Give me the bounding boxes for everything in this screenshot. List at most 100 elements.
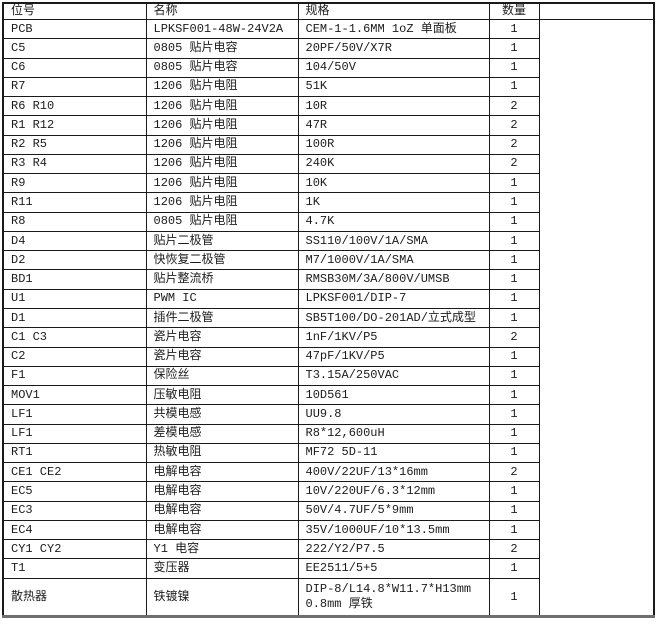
table-row: 散热器 铁镀镍 DIP-8/L14.8*W11.7*H13mm 0.8mm 厚铁 1 xyxy=(2,578,654,617)
cell-quantity: 2 xyxy=(488,96,540,117)
cell-position: RT1 xyxy=(2,442,147,464)
cell-spec: 1K xyxy=(297,192,490,213)
cell-quantity: 1 xyxy=(488,423,540,444)
cell-position: R7 xyxy=(2,76,147,98)
cell-spec: 47pF/1KV/P5 xyxy=(297,346,490,367)
cell-position: EC3 xyxy=(2,500,147,521)
cell-spec: 10D561 xyxy=(297,385,490,406)
header-row: 位号 名称 规格 数量 xyxy=(2,2,654,20)
cell-spec: 400V/22UF/13*16mm xyxy=(297,462,490,483)
cell-position: D2 xyxy=(2,250,147,271)
cell-quantity: 2 xyxy=(488,539,540,560)
cell-quantity: 1 xyxy=(488,18,540,40)
empty-right-cell xyxy=(538,19,655,617)
cell-name: LPKSF001-48W-24V2A xyxy=(145,18,299,40)
cell-spec: 51K xyxy=(297,76,490,98)
cell-spec: EE2511/5+5 xyxy=(297,558,490,579)
cell-name: 电解电容 xyxy=(145,481,299,502)
cell-name: 0805 贴片电容 xyxy=(145,38,299,59)
cell-name: 1206 贴片电阻 xyxy=(145,192,299,213)
cell-quantity: 1 xyxy=(488,173,540,194)
cell-spec: RMSB30M/3A/800V/UMSB xyxy=(297,269,490,290)
cell-quantity: 2 xyxy=(488,115,540,136)
cell-position: C5 xyxy=(2,38,147,59)
table-row: D4 贴片二极管 SS110/100V/1A/SMA 1 xyxy=(2,230,654,252)
cell-name: 电解电容 xyxy=(145,500,299,521)
cell-spec: 47R xyxy=(297,115,490,136)
cell-quantity: 1 xyxy=(488,38,540,59)
cell-name: 快恢复二极管 xyxy=(145,250,299,271)
header-cell-position: 位号 xyxy=(2,2,147,20)
cell-name: 1206 贴片电阻 xyxy=(145,134,299,155)
cell-name: Y1 电容 xyxy=(145,539,299,560)
cell-spec: SS110/100V/1A/SMA xyxy=(297,230,490,252)
cell-spec: T3.15A/250VAC xyxy=(297,365,490,387)
cell-position: LF1 xyxy=(2,404,147,425)
cell-quantity: 1 xyxy=(488,442,540,464)
cell-name: 1206 贴片电阻 xyxy=(145,173,299,194)
cell-spec: 4.7K xyxy=(297,211,490,232)
cell-name: 热敏电阻 xyxy=(145,442,299,464)
header-cell-spec: 规格 xyxy=(297,2,490,20)
cell-quantity: 1 xyxy=(488,211,540,232)
header-cell-quantity: 数量 xyxy=(488,2,540,20)
cell-quantity: 1 xyxy=(488,578,540,617)
cell-quantity: 1 xyxy=(488,307,540,329)
cell-spec: 20PF/50V/X7R xyxy=(297,38,490,59)
cell-name: 差模电感 xyxy=(145,423,299,444)
cell-name: 0805 贴片电容 xyxy=(145,57,299,78)
cell-quantity: 2 xyxy=(488,327,540,348)
cell-name: 铁镀镍 xyxy=(145,578,299,617)
cell-spec: 1nF/1KV/P5 xyxy=(297,327,490,348)
cell-quantity: 1 xyxy=(488,365,540,387)
cell-quantity: 1 xyxy=(488,288,540,309)
cell-quantity: 1 xyxy=(488,250,540,271)
cell-spec: 100R xyxy=(297,134,490,155)
cell-spec: MF72 5D-11 xyxy=(297,442,490,464)
cell-name: 瓷片电容 xyxy=(145,327,299,348)
cell-name: 电解电容 xyxy=(145,519,299,541)
table-row: D1 插件二极管 SB5T100/DO-201AD/立式成型 1 xyxy=(2,307,654,329)
cell-position: LF1 xyxy=(2,423,147,444)
cell-quantity: 1 xyxy=(488,404,540,425)
cell-name: 压敏电阻 xyxy=(145,385,299,406)
cell-position: C2 xyxy=(2,346,147,367)
cell-name: 保险丝 xyxy=(145,365,299,387)
cell-quantity: 2 xyxy=(488,134,540,155)
cell-spec: 104/50V xyxy=(297,57,490,78)
cell-position: F1 xyxy=(2,365,147,387)
cell-quantity: 2 xyxy=(488,153,540,175)
cell-name: 共模电感 xyxy=(145,404,299,425)
cell-name: 1206 贴片电阻 xyxy=(145,96,299,117)
table-row: EC5 电解电容 10V/220UF/6.3*12mm 1 xyxy=(2,481,654,502)
cell-name: 1206 贴片电阻 xyxy=(145,76,299,98)
table-row: EC3 电解电容 50V/4.7UF/5*9mm 1 xyxy=(2,500,654,521)
cell-position: R11 xyxy=(2,192,147,213)
cell-spec: 10V/220UF/6.3*12mm xyxy=(297,481,490,502)
cell-position: EC4 xyxy=(2,519,147,541)
cell-quantity: 2 xyxy=(488,462,540,483)
cell-quantity: 1 xyxy=(488,346,540,367)
cell-name: PWM IC xyxy=(145,288,299,309)
cell-name: 0805 贴片电阻 xyxy=(145,211,299,232)
table-row: EC4 电解电容 35V/1000UF/10*13.5mm 1 xyxy=(2,519,654,541)
cell-position: U1 xyxy=(2,288,147,309)
table-row: R11 1206 贴片电阻 1K 1 xyxy=(2,192,654,213)
cell-position: R3 R4 xyxy=(2,153,147,175)
cell-spec: SB5T100/DO-201AD/立式成型 xyxy=(297,307,490,329)
cell-spec: 10R xyxy=(297,96,490,117)
cell-quantity: 1 xyxy=(488,558,540,579)
cell-position: T1 xyxy=(2,558,147,579)
cell-position: EC5 xyxy=(2,481,147,502)
cell-position: R2 R5 xyxy=(2,134,147,155)
cell-spec: R8*12,600uH xyxy=(297,423,490,444)
table-row: LF1 共模电感 UU9.8 1 xyxy=(2,404,654,425)
header-cell-name: 名称 xyxy=(145,2,299,20)
cell-spec: 35V/1000UF/10*13.5mm xyxy=(297,519,490,541)
table-row: LF1 差模电感 R8*12,600uH 1 xyxy=(2,423,654,444)
cell-name: 插件二极管 xyxy=(145,307,299,329)
cell-position: CY1 CY2 xyxy=(2,539,147,560)
table-row: PCB LPKSF001-48W-24V2A CEM-1-1.6MM 1oZ 单面板… xyxy=(2,18,655,617)
cell-spec: 240K xyxy=(297,153,490,175)
